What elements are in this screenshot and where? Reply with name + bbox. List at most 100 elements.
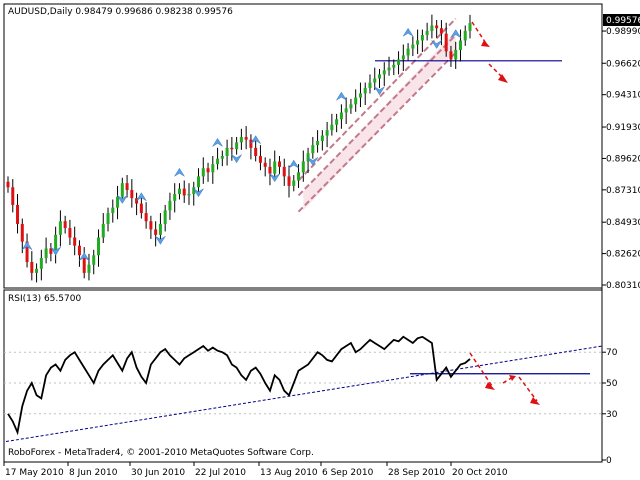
candle-body: [68, 228, 72, 238]
candle-body: [39, 257, 43, 269]
candle-body: [82, 255, 86, 273]
candle-body: [287, 176, 291, 186]
candle-body: [425, 30, 429, 35]
candle-body: [20, 223, 24, 242]
candle-body: [168, 200, 172, 211]
candle-body: [277, 161, 281, 167]
fractal-up-marker: [402, 27, 414, 37]
candle-body: [139, 203, 143, 214]
fractal-up-marker: [136, 192, 147, 201]
candle-body: [16, 204, 20, 224]
candle-body: [244, 136, 248, 140]
candle-body: [49, 248, 53, 254]
x-tick-label: 17 May 2010: [5, 468, 64, 478]
candle-body: [111, 207, 115, 214]
candle-body: [373, 78, 377, 83]
candle-body: [120, 183, 124, 197]
candle-body: [363, 88, 367, 94]
candle-body: [239, 136, 243, 143]
rsi-tick-label: 70: [606, 348, 618, 358]
x-tick-label: 6 Sep 2010: [322, 468, 374, 478]
candle-body: [173, 194, 177, 201]
price-tick-label: 0.98990: [606, 27, 640, 37]
fractal-up-marker: [450, 29, 461, 38]
candle-body: [211, 164, 215, 173]
candle-body: [63, 221, 67, 229]
x-tick-label: 30 Jun 2010: [131, 468, 185, 478]
footer-text: RoboForex - MetaTrader4, © 2001-2010 Met…: [8, 448, 314, 458]
candle-body: [435, 25, 439, 29]
candle-body: [297, 172, 301, 181]
channel-shade: [303, 30, 456, 211]
candle-body: [144, 213, 148, 222]
candle-body: [387, 67, 391, 71]
candle-body: [354, 97, 358, 105]
price-tick-label: 0.80310: [606, 281, 640, 291]
candle-body: [339, 112, 343, 120]
rsi-arrowhead-3: [530, 397, 540, 405]
candle-body: [349, 104, 353, 109]
candle-body: [382, 70, 386, 75]
candle-body: [454, 49, 458, 60]
fractal-down-marker: [50, 246, 61, 256]
candle-body: [182, 188, 186, 196]
candle-body: [235, 142, 239, 150]
candle-body: [368, 82, 372, 89]
x-axis: 17 May 2010 8 Jun 2010 30 Jun 2010 22 Jul 2…: [3, 462, 508, 478]
fractal-up-marker: [288, 159, 299, 169]
candle-body: [220, 155, 224, 159]
fractal-up-marker: [212, 137, 223, 147]
forecast-arrowhead-2: [498, 74, 508, 83]
fractal-down-marker: [374, 86, 385, 96]
candle-body: [258, 155, 262, 163]
rsi-title: RSI(13) 65.5700: [8, 294, 81, 304]
candle-body: [187, 194, 191, 196]
candle-body: [430, 25, 434, 31]
x-tick-label: 28 Sep 2010: [388, 468, 445, 478]
candle-body: [444, 33, 448, 52]
rsi-trendline: [5, 345, 603, 443]
candle-body: [77, 245, 81, 256]
candle-body: [154, 229, 158, 235]
candle-body: [320, 135, 324, 142]
candle-body: [325, 130, 329, 136]
forecast-arrowhead-1: [481, 40, 490, 47]
candle-body: [225, 147, 229, 156]
rsi-tick-label: 0: [606, 456, 612, 466]
channel-lower-line: [297, 51, 457, 213]
candle-body: [125, 183, 129, 190]
rsi-arrowhead-2: [509, 375, 516, 381]
candle-body: [468, 23, 472, 31]
candle-body: [397, 59, 401, 65]
fractal-down-marker: [193, 188, 204, 198]
candle-body: [96, 237, 100, 256]
rsi-y-axis: 70 50 30 0: [602, 348, 618, 466]
candle-body: [101, 223, 105, 238]
candle-body: [25, 241, 29, 263]
price-panel: [3, 3, 603, 289]
x-tick-label: 13 Aug 2010: [260, 468, 318, 478]
fractal-down-marker: [117, 195, 128, 204]
x-tick-label: 8 Jun 2010: [69, 468, 118, 478]
candle-body: [54, 234, 58, 254]
annotation-layer: [469, 21, 540, 405]
fractal-up-marker: [174, 167, 185, 177]
fractal-up-marker: [336, 91, 347, 101]
candle-body: [344, 108, 348, 113]
candle-body: [263, 162, 267, 167]
x-tick-label: 22 Jul 2010: [195, 468, 246, 478]
rsi-layer: [4, 335, 603, 443]
fractal-up-marker: [250, 135, 261, 144]
rsi-tick-label: 30: [606, 410, 618, 420]
price-tick-label: 0.94310: [606, 91, 640, 101]
price-tick-label: 0.87310: [606, 186, 640, 196]
candle-body: [206, 168, 210, 173]
candle-body: [406, 48, 410, 56]
price-tick-label: 0.91930: [606, 123, 640, 133]
price-tick-label: 0.82620: [606, 250, 640, 260]
price-tick-label: 0.89620: [606, 154, 640, 164]
candle-body: [216, 158, 220, 165]
fractal-down-marker: [307, 157, 319, 166]
candle-body: [378, 74, 382, 79]
